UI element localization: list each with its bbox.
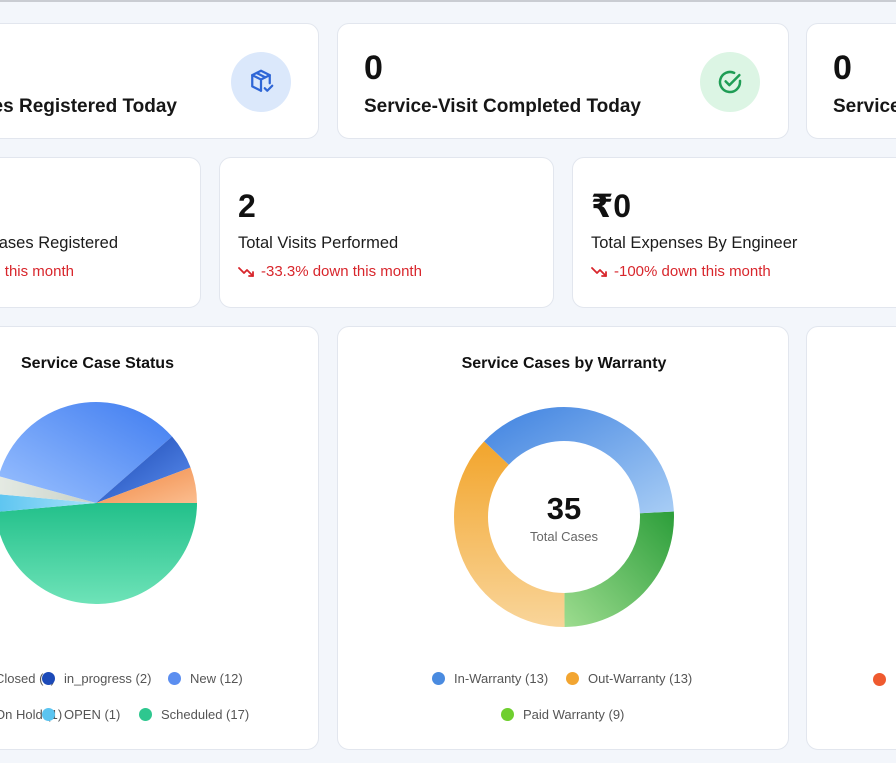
legend-item[interactable]: In-Warranty (13) (432, 671, 548, 686)
legend-dot (566, 672, 579, 685)
stat-card-visits-completed-today: 0 Service-Visit Completed Today (337, 23, 789, 139)
window-top-border (0, 0, 896, 2)
pie-slice-new[interactable] (0, 402, 173, 503)
pie-slice-scheduled[interactable] (0, 503, 197, 604)
chart-title: Service Case Status (21, 355, 174, 372)
warranty-donut-chart (454, 407, 674, 627)
donut-slice-paid-warranty[interactable] (564, 511, 674, 627)
pie-slice-in-progress[interactable] (96, 436, 191, 503)
trend-value: -100% down this month (614, 263, 771, 280)
legend-label: Out-Warranty (13) (588, 671, 693, 686)
stat-label: Service-Visit Completed Today (364, 96, 641, 117)
warranty-card: Service Cases by Warranty 35 Total Cases… (337, 326, 789, 750)
trend-value: -33.3% down this month (261, 263, 422, 280)
status-pie-chart (0, 402, 197, 604)
stat-value: 0 (833, 49, 852, 87)
legend-dot (501, 708, 514, 721)
donut-slice-out-warranty[interactable] (454, 441, 565, 627)
legend-label: Paid Warranty (9) (523, 707, 625, 722)
legend-dot (42, 672, 55, 685)
legend-label: New (12) (190, 671, 243, 686)
stat-label: Total Cases Registered (0, 234, 118, 252)
donut-slice-in-warranty[interactable] (484, 407, 674, 514)
trend-text: -100% down this month (591, 263, 771, 280)
trend-down-icon (238, 266, 254, 277)
stat-value: 2 (238, 188, 256, 224)
legend-label: Closed (2) (0, 671, 55, 686)
legend-label: in_progress (2) (64, 671, 152, 686)
trend-text: -33.3% down this month (238, 263, 422, 280)
pie-slice-on-hold[interactable] (0, 476, 96, 503)
legend-dot (168, 672, 181, 685)
legend-label: In-Warranty (13) (454, 671, 549, 686)
stat-label: Total Expenses By Engineer (591, 234, 798, 252)
stat-card-cases-today: Service Cases Registered Today (0, 23, 319, 139)
donut-center-label: Total Cases (530, 529, 598, 544)
legend-dot (873, 673, 886, 686)
legend-label: Scheduled (17) (161, 707, 250, 722)
legend-dot (432, 672, 445, 685)
service-case-status-card: Service Case Status Closed (2) in_progres… (0, 326, 319, 750)
legend-dot (139, 708, 152, 721)
legend-item[interactable]: New (12) (168, 671, 243, 686)
stat-label: Service Cases Registered Today (0, 96, 177, 117)
stat-value: 0 (364, 49, 383, 87)
stat-label: Service-Visits Pending Today (833, 96, 896, 117)
check-circle-icon (700, 52, 760, 112)
legend-item[interactable]: Scheduled (17) (139, 707, 249, 722)
legend-item[interactable]: OPEN (1) (42, 707, 120, 722)
trend-value: -50% down this month (0, 263, 74, 280)
chart-title: Service Cases by Warranty (461, 355, 667, 372)
third-chart-card (806, 326, 896, 750)
trend-text: -50% down this month (0, 263, 74, 280)
box-check-icon (231, 52, 291, 112)
stat-card-total-visits: 2 Total Visits Performed -33.3% down thi… (219, 157, 554, 308)
legend-item[interactable]: Paid Warranty (9) (501, 707, 624, 722)
legend-item[interactable]: in_progress (2) (42, 671, 151, 686)
stat-label: Total Visits Performed (238, 234, 399, 252)
stat-card-total-expenses: ₹0 Total Expenses By Engineer -100% down… (572, 157, 896, 308)
donut-center-value: 35 (546, 491, 582, 526)
trend-down-icon (591, 266, 607, 277)
pie-slice-open[interactable] (0, 494, 96, 512)
legend-item[interactable]: Out-Warranty (13) (566, 671, 692, 686)
legend-label: OPEN (1) (64, 707, 121, 722)
legend-item[interactable]: Closed (2) (0, 671, 55, 686)
stat-value: ₹0 (591, 188, 632, 224)
legend-dot (42, 708, 55, 721)
pie-slice-closed[interactable] (96, 467, 197, 503)
stat-card-visits-pending-today: 0 Service-Visits Pending Today (806, 23, 896, 139)
stat-card-total-cases: Total Cases Registered -50% down this mo… (0, 157, 201, 308)
